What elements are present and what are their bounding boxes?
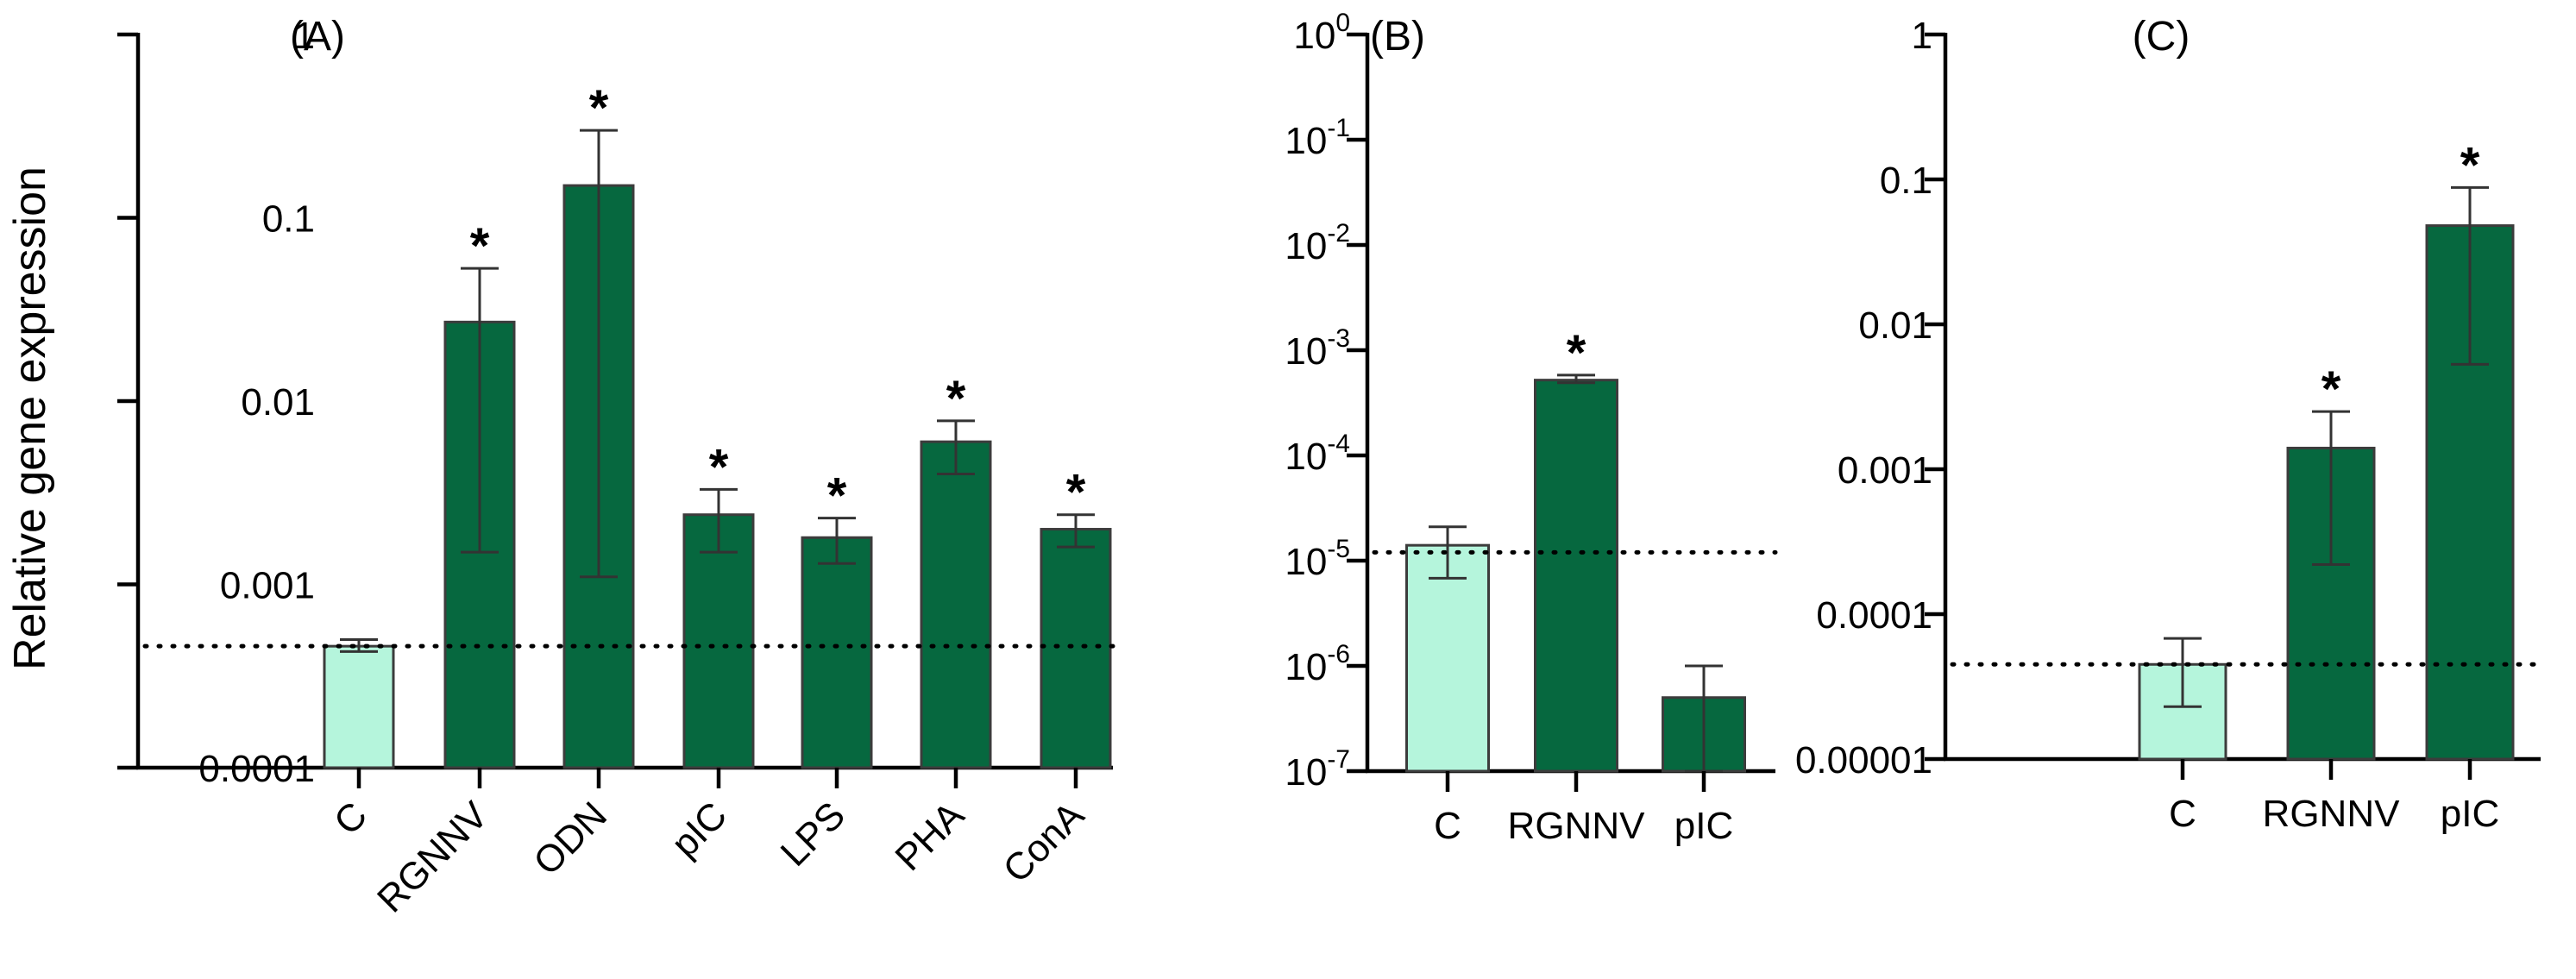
y-tick-label: 0.1 [1880,160,1932,202]
y-tick-label: 1 [294,15,315,57]
x-tick-label: C [326,794,375,843]
panel-title: (B) [1370,14,1425,60]
panel-b: (B) 10-7 10-6 10-5 10-4 10-3 10-2 10-1 100 C RGNNV… [1285,9,1778,847]
x-tick-label: PHA [887,794,972,879]
x-tick-label: RGNNV [1508,805,1646,847]
y-tick-label: 0.01 [241,381,315,424]
y-tick-label: 0.1 [262,198,315,241]
x-tick-label: LPS [773,794,853,874]
x-tick-label: C [2169,793,2196,835]
x-tick-label: pIC [2441,793,2499,835]
bar-RGNNV [1534,379,1618,773]
y-tick-label: 0.0001 [198,748,315,790]
y-tick-label: 10-1 [1285,114,1350,162]
y-tick-label: 100 [1293,9,1350,57]
y-tick-label: 10-5 [1285,535,1350,583]
y-axis-label: Relative gene expression [5,166,55,670]
x-tick-label: ODN [525,794,615,883]
y-tick-label: 10-6 [1285,640,1350,688]
y-tick-label: 0.01 [1858,304,1932,347]
significance-star: * [2460,137,2480,193]
y-tick-label: 1 [1912,15,1932,57]
x-tick-label: C [1434,805,1461,847]
bar-LPS [801,536,873,769]
y-tick-label: 0.001 [220,565,315,607]
bar-PHA [920,440,992,769]
bar-C [1405,543,1490,773]
significance-star: * [827,468,847,524]
significance-star: * [709,439,729,495]
x-tick-label: RGNNV [2263,793,2401,835]
panel-title: (A) [290,14,345,60]
y-tick-label: 0.001 [1838,449,1932,492]
y-tick-label: 10-7 [1285,745,1350,794]
significance-star: * [470,218,490,274]
y-tick-label: 10-4 [1285,430,1350,478]
x-tick-label: pIC [1674,805,1733,847]
panel-c: (C) 0.00001 0.0001 0.001 0.01 0.1 1 C RGNNV * pIC * [1795,14,2543,835]
x-tick-label: ConA [996,794,1093,891]
significance-star: * [1567,325,1586,381]
x-tick-label: pIC [663,794,735,865]
y-tick-label: 0.00001 [1795,739,1932,781]
significance-star: * [946,371,966,427]
y-tick-label: 0.0001 [1816,594,1932,637]
significance-star: * [589,80,609,136]
x-tick-label: RGNNV [369,794,496,920]
panel-title: (C) [2133,14,2190,60]
bar-ConA [1040,528,1112,769]
significance-star: * [1066,465,1086,521]
y-tick-label: 10-2 [1285,219,1350,267]
significance-star: * [2322,361,2341,417]
bar-C [323,644,395,769]
y-tick-label: 10-3 [1285,324,1350,373]
